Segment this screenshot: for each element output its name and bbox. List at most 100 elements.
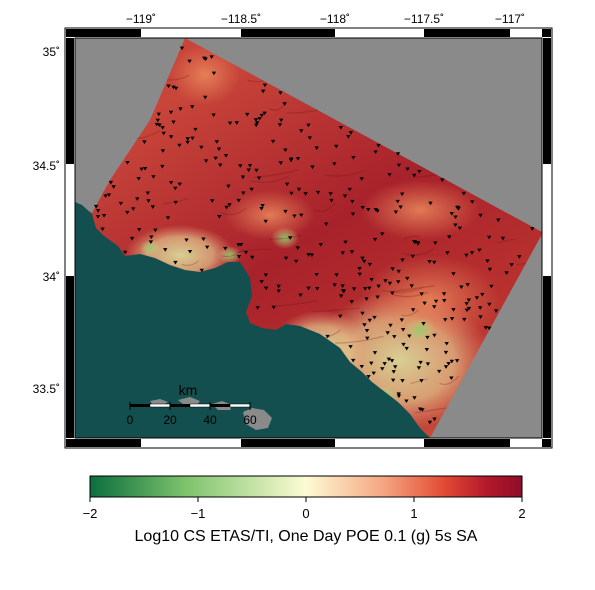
station-marker [318, 242, 324, 247]
station-marker [483, 326, 489, 330]
station-marker [396, 269, 401, 274]
station-marker [173, 200, 178, 205]
station-marker [150, 205, 156, 210]
station-marker [259, 207, 264, 211]
station-marker [347, 187, 352, 192]
frame-bar [241, 439, 335, 447]
station-marker [399, 318, 405, 322]
station-marker [509, 263, 514, 267]
terrain-ridge [439, 375, 460, 386]
station-marker [151, 175, 156, 179]
station-marker [298, 293, 303, 298]
station-marker [165, 216, 171, 220]
scale-bar-unit: km [179, 382, 198, 398]
station-marker [314, 272, 319, 277]
station-marker [424, 348, 430, 352]
station-marker [160, 149, 166, 153]
station-marker [103, 194, 108, 199]
station-marker [446, 362, 451, 366]
station-marker [100, 227, 105, 232]
station-marker [400, 258, 405, 263]
station-marker [278, 161, 283, 165]
station-marker [160, 126, 165, 130]
terrain-ridge [313, 202, 337, 213]
station-marker [173, 260, 178, 265]
station-marker [179, 46, 185, 51]
station-marker [129, 236, 135, 241]
station-marker [349, 250, 355, 254]
station-marker [190, 105, 195, 109]
station-marker [168, 110, 174, 115]
station-marker [504, 271, 509, 275]
station-marker [410, 254, 415, 259]
station-marker [142, 140, 147, 144]
station-marker [359, 177, 364, 181]
station-marker [447, 235, 452, 239]
station-marker [487, 302, 492, 307]
station-marker [271, 305, 276, 310]
station-marker [371, 371, 376, 376]
station-marker [108, 180, 114, 185]
station-marker [177, 182, 182, 187]
station-marker [340, 251, 345, 255]
station-marker [173, 186, 178, 191]
station-marker [260, 89, 266, 94]
station-marker [389, 359, 395, 363]
terrain-ridge [401, 309, 419, 317]
station-marker [351, 155, 356, 160]
station-marker [254, 168, 259, 173]
frame-bar [66, 439, 75, 447]
station-marker [348, 345, 353, 349]
station-marker [478, 315, 483, 320]
station-marker [303, 192, 308, 196]
station-marker [210, 199, 215, 203]
station-marker [449, 212, 454, 216]
station-marker [187, 59, 192, 64]
station-marker [168, 135, 174, 139]
frame-bar [424, 29, 510, 37]
station-marker [161, 131, 166, 136]
longitude-tick: −117˚ [495, 12, 525, 26]
station-marker [453, 215, 458, 220]
terrain-ridge [324, 169, 366, 177]
station-marker [338, 125, 344, 130]
scale-bar: km 0 20 40 60 [127, 382, 257, 427]
station-marker [278, 91, 283, 95]
station-marker [236, 243, 241, 247]
station-marker [412, 396, 417, 400]
station-marker [241, 191, 246, 196]
latitude-tick: 34˚ [43, 270, 60, 284]
station-marker [432, 305, 437, 309]
station-marker [425, 362, 431, 366]
station-marker [187, 249, 193, 254]
station-marker [153, 228, 158, 233]
map-area [75, 38, 542, 438]
station-marker [427, 260, 432, 264]
terrain-ridge [391, 285, 435, 293]
station-marker [461, 191, 466, 196]
station-marker [400, 327, 406, 332]
station-marker [293, 259, 299, 264]
colorbar-tick: −1 [191, 506, 206, 521]
station-marker [227, 121, 233, 126]
station-marker [399, 192, 405, 197]
station-marker [369, 278, 374, 282]
station-marker [263, 273, 269, 278]
station-marker [246, 168, 251, 173]
station-marker [236, 198, 241, 203]
terrain-ridge [221, 249, 244, 258]
terrain-ridge [382, 286, 424, 293]
station-marker [405, 167, 410, 172]
station-marker [190, 136, 195, 141]
station-marker [480, 292, 485, 297]
station-marker [259, 113, 264, 118]
station-marker [365, 336, 370, 341]
station-marker [410, 308, 416, 312]
frame-bar [543, 276, 551, 388]
station-marker [163, 248, 168, 252]
station-marker [455, 205, 461, 210]
station-marker [440, 178, 445, 182]
station-marker [256, 176, 262, 181]
